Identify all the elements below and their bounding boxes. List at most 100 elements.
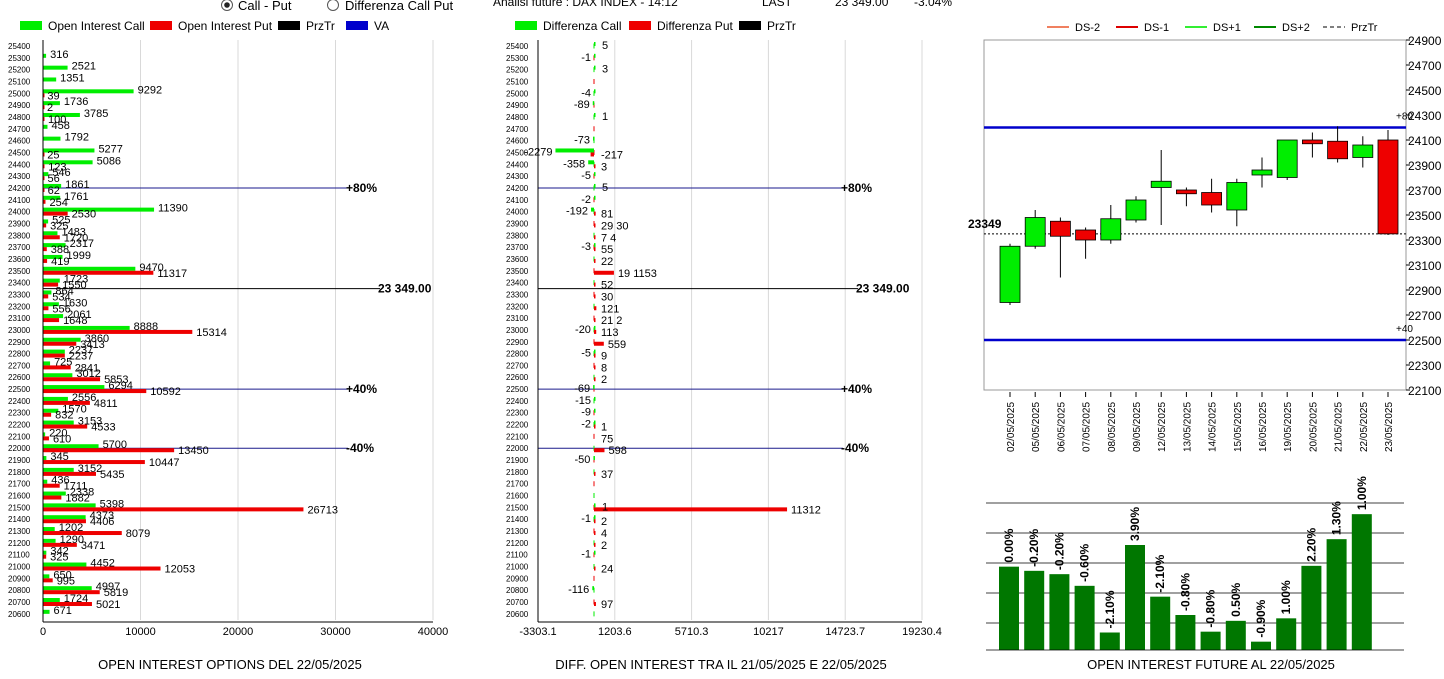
x-tick-0: 0 — [40, 626, 46, 638]
call-label-21600: 2338 — [70, 487, 94, 499]
call-label-21100: 342 — [50, 546, 68, 558]
call-bar-24300 — [43, 172, 49, 177]
put-bar-22500 — [43, 389, 147, 394]
futures-label: Analisi future : DAX INDEX - 14:12 — [493, 0, 678, 9]
put-bar-22800 — [43, 353, 65, 358]
oi-bar-8 — [1200, 631, 1221, 650]
y-tick-1: 24700 — [1408, 59, 1442, 73]
oi-bar-label-14: 1.00% — [1355, 476, 1369, 510]
put-bar-21500 — [43, 507, 304, 512]
put-label-23600: 419 — [51, 256, 69, 268]
put-bar-24000 — [43, 211, 68, 216]
call-label-23200: 1630 — [63, 297, 87, 309]
x-tick-3: 30000 — [320, 626, 351, 638]
oi-future-title: OPEN INTEREST FUTURE AL 22/05/2025 — [1087, 657, 1335, 672]
x-tick-1: 1203.6 — [598, 626, 632, 638]
date-label-10: 16/05/2025 — [1258, 402, 1269, 452]
call-diff-bar-22300 — [594, 408, 596, 413]
call-diff-label-25200: 3 — [602, 64, 608, 76]
call-diff-bar-25000 — [594, 89, 596, 94]
strike-label-24200: 24200 — [8, 184, 31, 193]
strike-label-20900: 20900 — [506, 574, 529, 583]
oi-bar-11 — [1276, 618, 1297, 650]
call-label-20700: 1724 — [64, 593, 88, 605]
legend-swatch-2 — [278, 21, 300, 30]
strike-label-20700: 20700 — [8, 598, 31, 607]
strike-label-25300: 25300 — [8, 54, 31, 63]
call-bar-21300 — [43, 527, 55, 532]
oi-future-plot: 0.00% -0.20% -0.20% -0.60% -2.10% 3.90% -2.10%… — [986, 476, 1404, 651]
call-bar-21600 — [43, 491, 66, 496]
call-diff-bar-24400 — [588, 160, 594, 165]
call-bar-20800 — [43, 586, 92, 591]
legend-label-1: Differenza Put — [657, 19, 733, 33]
call-diff-bar-24800 — [594, 112, 596, 117]
strike-label-21500: 21500 — [8, 503, 31, 512]
strike-label-21600: 21600 — [506, 492, 529, 501]
call-diff-bar-24000 — [591, 207, 594, 212]
put-bar-21900 — [43, 460, 145, 465]
y-tick-11: 22700 — [1408, 309, 1442, 323]
date-label-8: 14/05/2025 — [1208, 402, 1219, 452]
level-label-3: -40% — [346, 441, 374, 455]
strike-label-23600: 23600 — [8, 255, 31, 264]
y-tick-10: 22900 — [1408, 284, 1442, 298]
header-bar: Call - Put Differenza Call Put Analisi f… — [221, 0, 952, 13]
call-label-24600: 1792 — [64, 132, 88, 144]
radio-differenza[interactable]: Differenza Call Put — [327, 0, 454, 13]
call-bar-21900 — [43, 456, 47, 461]
y-tick-5: 23900 — [1408, 159, 1442, 173]
put-diff-bar-22900 — [594, 341, 604, 346]
legend-label-0: Open Interest Call — [48, 19, 145, 33]
strike-label-20800: 20800 — [506, 586, 529, 595]
strike-label-24600: 24600 — [506, 137, 529, 146]
put-label-21000: 12053 — [165, 564, 196, 576]
candle-body-0 — [999, 245, 1021, 303]
oi-bar-label-6: -2.10% — [1153, 554, 1167, 592]
call-bar-22200 — [43, 420, 74, 425]
put-bar-21100 — [43, 554, 47, 559]
call-diff-bar-21500 — [594, 503, 596, 508]
put-diff-bar-21200 — [594, 542, 596, 547]
call-bar-23700 — [43, 243, 66, 248]
put-diff-label-23100: 21 2 — [601, 315, 622, 327]
put-bar-21600 — [43, 495, 62, 500]
strike-label-24800: 24800 — [506, 113, 529, 122]
oi-diff-bars: 5-13-4-891-73-2279-217-3583-55-2-1928129… — [524, 40, 821, 617]
call-diff-bar-24200 — [594, 183, 596, 188]
call-bar-22000 — [43, 444, 99, 449]
strike-label-23000: 23000 — [506, 326, 529, 335]
call-bar-23300 — [43, 290, 52, 295]
call-label-21900: 345 — [50, 451, 68, 463]
oi-bar-0 — [999, 566, 1019, 650]
call-bar-23600 — [43, 254, 63, 259]
call-bar-21400 — [43, 515, 86, 520]
put-diff-label-22700: 8 — [601, 362, 607, 374]
legend-label-1: DS-1 — [1144, 22, 1169, 34]
candlestick-chart: DS-2 DS-1 DS+1 DS+2 PrzTr 24900 24700 24500 243… — [968, 22, 1442, 452]
call-label-23100: 2061 — [67, 309, 91, 321]
legend-label-1: Open Interest Put — [178, 19, 273, 33]
call-label-20800: 4997 — [96, 581, 120, 593]
legend-label-3: VA — [374, 19, 389, 33]
put-diff-bar-21300 — [594, 531, 596, 536]
call-bar-21000 — [43, 562, 87, 567]
call-bar-25000 — [43, 89, 134, 94]
oi-bar-label-5: 3.90% — [1128, 507, 1142, 541]
put-diff-label-23500: 19 1153 — [618, 268, 657, 280]
y-tick-0: 24900 — [1408, 34, 1442, 48]
y-tick-9: 23100 — [1408, 259, 1442, 273]
call-diff-bar-22200 — [594, 420, 596, 425]
strike-label-25100: 25100 — [8, 77, 31, 86]
call-label-22900: 3860 — [85, 333, 109, 345]
radio-call-put[interactable]: Call - Put — [221, 0, 292, 13]
strike-label-22600: 22600 — [506, 373, 529, 382]
put-bar-21200 — [43, 542, 77, 547]
strike-label-21700: 21700 — [8, 480, 31, 489]
x-tick-0: -3303.1 — [519, 626, 556, 638]
x-tick-3: 10217 — [753, 626, 784, 638]
strike-label-21300: 21300 — [8, 527, 31, 536]
y-tick-3: 24300 — [1408, 109, 1442, 123]
put-diff-bar-21000 — [594, 566, 596, 571]
put-diff-label-21000: 24 — [601, 564, 613, 576]
